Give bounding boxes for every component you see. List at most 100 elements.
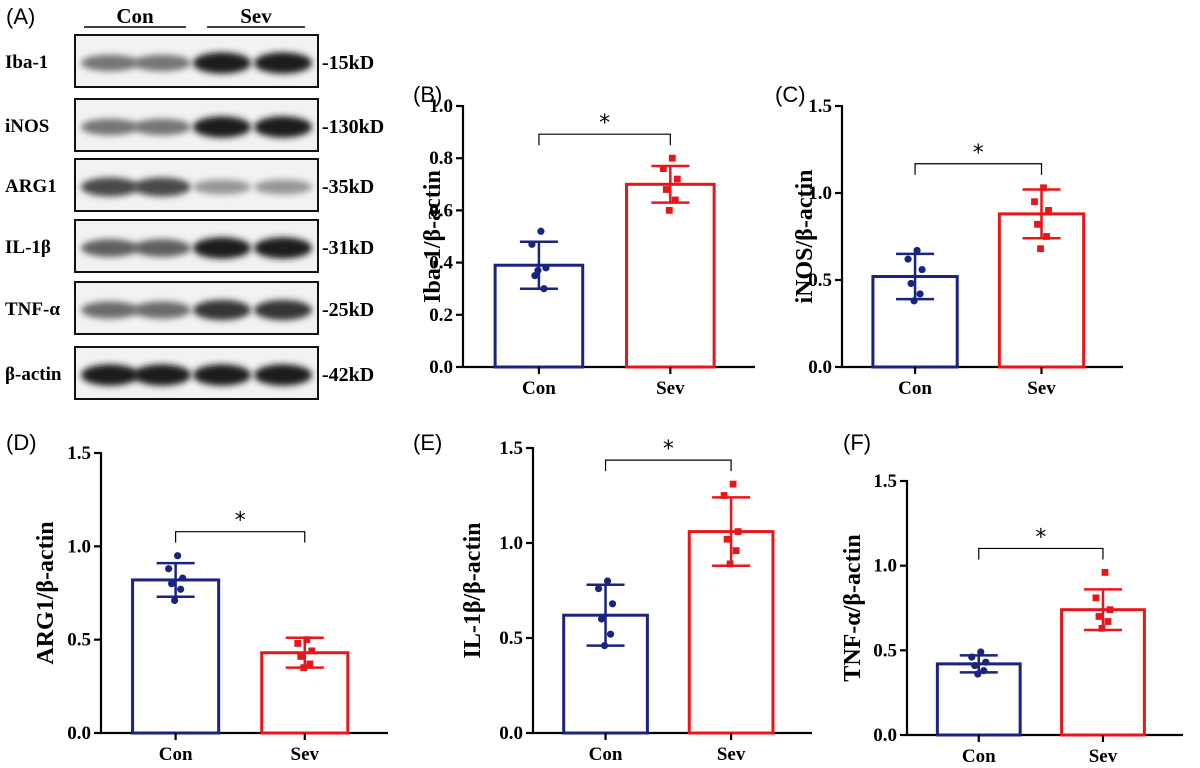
data-point [662, 186, 670, 193]
protein-band [254, 237, 312, 259]
x-tick-label: Sev [291, 744, 320, 765]
data-point [303, 636, 311, 644]
data-point [1092, 594, 1100, 602]
panel-label: (E) [413, 430, 442, 455]
significance-star: * [973, 141, 984, 166]
data-point [974, 670, 982, 678]
y-tick-label: 1.0 [429, 96, 453, 117]
data-point [534, 266, 542, 275]
data-point [528, 240, 536, 248]
protein-band [254, 179, 312, 195]
bar-charts: (B) 0.0 0.2 0.4 0.6 0.8 1.0 Iba-1/β-actin Con Sev… [6, 82, 1183, 767]
data-point [297, 653, 305, 660]
data-point [603, 577, 612, 585]
y-tick-label: 0.8 [429, 148, 453, 169]
x-tick-label: Con [159, 744, 193, 765]
panel-label-a: (A) [6, 4, 35, 29]
y-tick-label: 1.0 [873, 556, 897, 577]
y-tick-label: 0.0 [499, 723, 523, 744]
significance-bracket [978, 547, 1104, 560]
data-point [294, 640, 302, 647]
x-tick-label: Sev [1027, 378, 1056, 399]
blot-row: iNOS -130kD [5, 98, 384, 152]
data-point [606, 630, 615, 638]
protein-band [193, 52, 251, 74]
blot-protein-label: TNF-α [5, 299, 60, 320]
y-axis-label: TNF-α/β-actin [840, 534, 866, 681]
data-point [300, 664, 308, 672]
y-tick-label: 0.0 [808, 357, 832, 378]
y-tick-label: 0.5 [499, 628, 523, 649]
data-point [179, 574, 187, 582]
blot-rows: Iba-1 -15kD iNOS -130kD ARG1 -35kD IL-1β -31kD T… [5, 34, 384, 400]
x-tick-label: Con [589, 744, 623, 765]
significance-star: * [663, 437, 674, 462]
y-tick-label: 0.5 [67, 630, 91, 651]
data-point [1101, 569, 1109, 576]
blot-row: IL-1β -31kD [5, 219, 374, 273]
data-point [1098, 624, 1106, 632]
data-point [594, 585, 603, 593]
y-tick-label: 1.5 [499, 438, 523, 459]
data-point [1031, 198, 1038, 206]
blot-protein-label: β-actin [5, 364, 62, 385]
protein-band [254, 52, 312, 74]
protein-band [254, 364, 312, 386]
x-tick-label: Sev [1089, 746, 1118, 767]
significance-star: * [599, 111, 610, 136]
data-point [723, 535, 731, 543]
data-point [668, 154, 676, 162]
data-point [918, 265, 926, 274]
protein-band [81, 177, 139, 197]
y-tick-label: 1.0 [67, 536, 91, 557]
y-tick-label: 0.5 [808, 270, 832, 291]
blot-row: β-actin -42kD [5, 346, 374, 400]
significance-star: * [1035, 525, 1046, 550]
protein-band [133, 301, 191, 319]
blot-group-sev: Sev [240, 4, 272, 28]
protein-band [81, 54, 139, 72]
data-point [1037, 245, 1044, 253]
western-blot-panel: (A) Con Sev Iba-1 -15kD iNOS -130kD ARG1 -35k… [5, 4, 384, 400]
data-point [174, 552, 182, 560]
x-tick-label: Con [962, 746, 996, 767]
protein-band [133, 364, 191, 386]
blot-group-con: Con [116, 4, 154, 28]
protein-band [254, 116, 312, 138]
data-point [306, 660, 314, 668]
protein-band [133, 177, 191, 197]
data-point [542, 264, 550, 272]
data-point [1040, 184, 1047, 192]
data-point [600, 642, 609, 650]
x-tick-label: Con [522, 378, 556, 399]
data-point [171, 596, 179, 605]
data-point [608, 600, 617, 608]
protein-band [133, 118, 191, 136]
x-tick-label: Sev [656, 378, 685, 399]
significance-bracket [914, 163, 1043, 175]
blot-size-label: -31kD [322, 237, 374, 259]
blot-protein-label: Iba-1 [5, 52, 48, 73]
protein-band [81, 364, 139, 386]
y-tick-label: 1.5 [873, 471, 897, 492]
y-axis-label: Iba-1/β-actin [420, 170, 446, 303]
data-point [673, 175, 681, 183]
data-point [726, 560, 734, 568]
blot-protein-label: iNOS [5, 116, 49, 137]
y-tick-label: 0.5 [873, 640, 897, 661]
data-point [1034, 220, 1041, 228]
protein-band [193, 299, 251, 321]
y-axis-label: IL-1β/β-actin [460, 523, 486, 659]
data-point [1095, 613, 1103, 620]
panel-label: (F) [843, 430, 871, 455]
data-point [913, 246, 921, 255]
blot-size-label: -35kD [322, 176, 374, 198]
data-point [732, 547, 740, 554]
data-point [982, 658, 990, 666]
protein-band [133, 54, 191, 72]
data-point [910, 297, 918, 305]
bar-chart-f: (F) 0.0 0.5 1.0 1.5 TNF-α/β-actin Con Sev * [840, 430, 1183, 767]
data-point [1106, 606, 1114, 614]
blot-protein-label: ARG1 [5, 176, 57, 197]
x-tick-label: Con [898, 378, 932, 399]
